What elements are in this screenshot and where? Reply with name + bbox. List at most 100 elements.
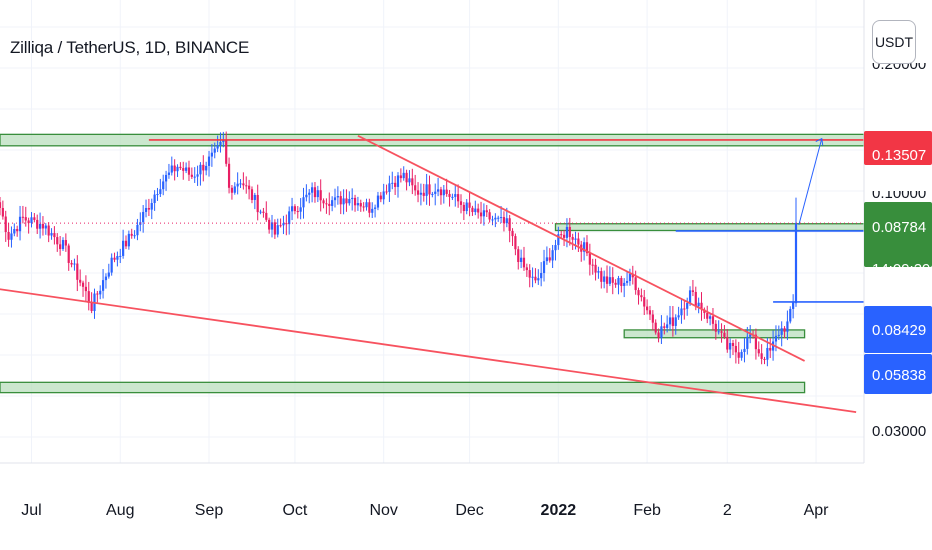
candle-body [439, 189, 443, 196]
candle-body [623, 282, 626, 286]
candle-body [416, 190, 420, 195]
candle-body [242, 183, 245, 186]
candle-body [170, 165, 173, 173]
candle-body [10, 233, 13, 240]
time-scale[interactable]: Jul Aug Sep Oct Nov Dec 2022 Feb 2 Apr [21, 502, 829, 519]
candle-body [743, 348, 746, 352]
candle-body [408, 178, 411, 183]
candle-body [714, 323, 717, 332]
candle-body [288, 211, 291, 225]
candle-body [746, 336, 749, 349]
currency-label: USDT [874, 34, 914, 50]
time-label: Oct [282, 502, 307, 519]
candle-body [792, 301, 795, 309]
price-badge-label: 0.08784 [872, 219, 926, 236]
candle-body [38, 223, 42, 229]
candle-body [27, 220, 30, 224]
candle-body [156, 194, 159, 196]
candle-body [396, 175, 400, 187]
candle-body [339, 196, 342, 205]
candle-body [7, 232, 10, 240]
candle-body [591, 264, 594, 266]
candle-body [190, 174, 193, 177]
candle-body [700, 302, 703, 310]
candle-body [482, 210, 485, 217]
candle-body [1, 208, 4, 217]
candle-body [462, 204, 465, 212]
candles [0, 131, 798, 367]
candle-body [202, 164, 205, 171]
candle-body [122, 240, 125, 256]
candle-body [663, 326, 666, 328]
candle-body [16, 229, 19, 232]
candle-body [789, 308, 792, 322]
candle-body [313, 187, 317, 198]
candle-body [316, 190, 319, 198]
candle-body [560, 234, 563, 236]
candle-body [53, 233, 56, 238]
candle-body [485, 210, 488, 213]
candle-body [631, 273, 634, 278]
candle-body [196, 174, 199, 177]
candle-body [499, 217, 503, 219]
candle-body [391, 182, 394, 184]
candle-body [248, 185, 251, 190]
candle-body [359, 203, 362, 207]
candle-body [646, 306, 649, 311]
projection-arrowhead [815, 137, 824, 146]
price-scale[interactable]: 0.200000.100000.030000.135070.0878414:09… [0, 0, 932, 464]
candle-body [511, 230, 514, 237]
candle-body [142, 211, 145, 223]
candle-body [216, 145, 219, 149]
candle-body [133, 235, 136, 237]
candle-body [73, 263, 76, 265]
candle-body [296, 211, 299, 213]
candle-body [625, 281, 629, 283]
candle-body [637, 290, 640, 296]
candle-body [279, 225, 282, 227]
candle-body [222, 139, 225, 143]
candle-body [388, 183, 391, 192]
candle-body [162, 181, 165, 190]
support-resistance-zone [554, 223, 865, 232]
candle-body [173, 165, 176, 172]
candle-body [213, 148, 216, 153]
candle-body [290, 206, 294, 212]
candle-body [262, 211, 265, 213]
candle-body [431, 193, 434, 195]
candle-body [13, 229, 16, 234]
candle-body [399, 175, 402, 179]
candle-body [583, 242, 586, 252]
candle-body [104, 276, 108, 281]
candle-body [81, 282, 85, 287]
candle-body [110, 257, 113, 273]
candle-body [451, 196, 454, 198]
candle-body [322, 200, 325, 204]
candle-body [402, 172, 405, 179]
candle-body [414, 185, 417, 191]
candle-body [668, 317, 672, 325]
candle-body [671, 317, 674, 326]
candle-body [608, 277, 611, 284]
candle-body [362, 206, 365, 208]
candle-body [585, 242, 589, 254]
candle-body [273, 222, 276, 235]
candle-body [130, 233, 133, 236]
currency-button[interactable]: USDT [872, 20, 916, 64]
price-label: 0.03000 [872, 423, 926, 440]
candle-body [245, 185, 248, 187]
candle-body [18, 216, 22, 232]
label-mask [865, 178, 932, 191]
candle-body [167, 172, 171, 175]
candle-body [113, 257, 116, 260]
candle-body [210, 152, 213, 157]
candle-body [794, 223, 798, 304]
candle-body [557, 234, 560, 246]
candle-body [600, 271, 603, 282]
candle-body [657, 332, 660, 338]
candle-body [282, 223, 285, 226]
candle-body [562, 234, 566, 238]
candle-body [333, 197, 337, 201]
candle-body [127, 233, 130, 247]
